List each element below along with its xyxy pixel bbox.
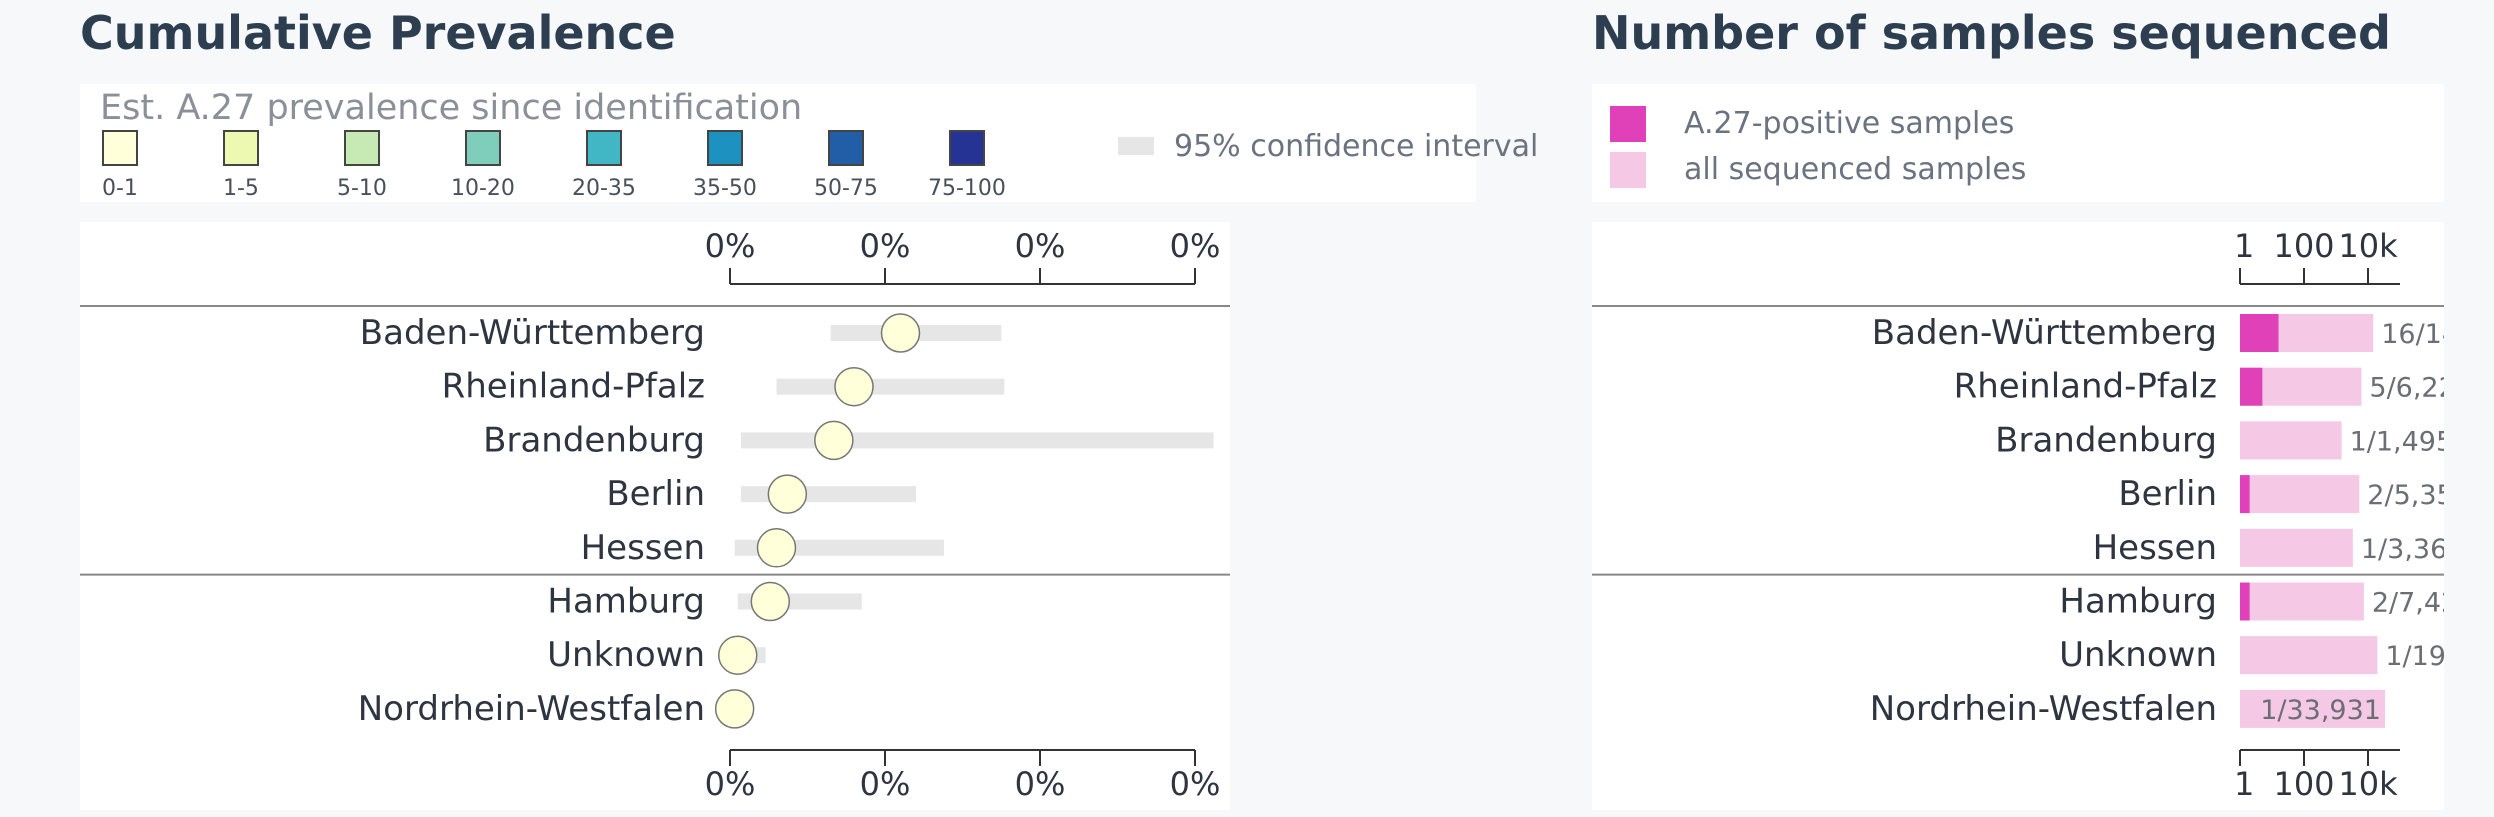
prevalence-point (814, 420, 854, 461)
category-label: Rheinland-Pfalz (1954, 367, 2217, 407)
category-label: Hessen (2093, 528, 2217, 568)
bin-label: 20-35 (572, 176, 636, 201)
bin-label: 75-100 (928, 176, 1006, 201)
x-tick-label: 0% (860, 227, 911, 265)
all-samples-label: all sequenced samples (1684, 152, 2027, 187)
bar-value-label: 1/1,495 (2350, 426, 2444, 457)
x-tick-label: 0% (1170, 765, 1221, 803)
samples-chart: 110010k110010kBaden-Württemberg16/14,562… (1592, 227, 2444, 803)
samples-legend: A.27-positive samples all sequenced samp… (1592, 84, 2444, 202)
bar-value-label: 5/6,22 (2369, 373, 2444, 404)
ci-bar (740, 486, 916, 503)
bin-swatch (949, 130, 985, 166)
bin-label: 5-10 (337, 176, 387, 201)
category-label: Baden-Württemberg (1872, 313, 2217, 353)
prevalence-point (756, 528, 797, 568)
left-chart-title: Cumulative Prevalence (80, 6, 676, 60)
samples-chart-panel: 110010k110010kBaden-Württemberg16/14,562… (1592, 222, 2444, 810)
category-label: Hamburg (2059, 582, 2217, 622)
positive-samples-bar (2240, 475, 2250, 514)
prevalence-legend-title: Est. A.27 prevalence since identificatio… (100, 88, 803, 128)
prevalence-point (718, 635, 758, 675)
bar-value-label: 1/3,365 (2361, 534, 2444, 565)
category-label: Berlin (606, 474, 705, 514)
x-tick-label: 0% (705, 765, 756, 803)
x-tick-label: 10k (2338, 765, 2398, 803)
ci-swatch (1118, 137, 1154, 155)
bin-label: 50-75 (814, 176, 878, 201)
prevalence-point (834, 366, 874, 407)
category-label: Hessen (581, 528, 705, 568)
x-tick-label: 100 (2273, 765, 2334, 803)
all-samples-swatch (1610, 152, 1646, 188)
bin-label: 10-20 (451, 176, 515, 201)
bin-swatch (465, 130, 501, 166)
ci-bar (776, 378, 1005, 395)
x-tick-label: 1 (2234, 765, 2254, 803)
x-tick-label: 0% (1015, 765, 1066, 803)
bin-label: 35-50 (693, 176, 757, 201)
category-label: Brandenburg (483, 420, 705, 460)
category-label: Rheinland-Pfalz (442, 367, 705, 407)
category-label: Baden-Württemberg (360, 313, 705, 353)
ci-bar (740, 432, 1214, 449)
bin-swatch (102, 130, 138, 166)
positive-samples-label: A.27-positive samples (1684, 106, 2015, 141)
category-label: Nordrhein-Westfalen (358, 689, 705, 729)
prevalence-chart: 0% 0% 0% 0% 0% 0% 0% 0% Baden-Württemberg Rheinla… (80, 227, 1230, 803)
positive-samples-bar (2240, 314, 2279, 352)
prevalence-point (714, 689, 755, 729)
all-samples-bar (2240, 636, 2378, 675)
bar-value-label: 2/5,35 (2367, 480, 2444, 511)
x-tick-label: 0% (860, 765, 911, 803)
bin-swatch (223, 130, 259, 166)
x-tick-label: 0% (1170, 227, 1221, 265)
category-label: Hamburg (547, 582, 705, 622)
prevalence-point (880, 313, 921, 353)
x-tick-label: 100 (2273, 227, 2334, 265)
all-samples-bar (2240, 475, 2360, 514)
category-label: Nordrhein-Westfalen (1870, 689, 2217, 729)
x-tick-label: 1 (2234, 227, 2254, 265)
category-label: Berlin (2118, 474, 2217, 514)
bin-label: 0-1 (102, 176, 138, 201)
bin-label: 1-5 (223, 176, 259, 201)
category-label: Unknown (547, 635, 705, 675)
all-samples-bar (2240, 528, 2353, 567)
all-samples-bar (2240, 421, 2342, 460)
bar-value-label: 1/33,931 (2260, 695, 2381, 726)
positive-samples-bar (2240, 582, 2250, 621)
prevalence-legend: Est. A.27 prevalence since identificatio… (80, 84, 1538, 202)
right-chart-title: Number of samples sequenced (1592, 6, 2391, 60)
bin-swatch (344, 130, 380, 166)
bar-value-label: 2/7,42 (2372, 588, 2444, 619)
all-samples-bar (2240, 582, 2364, 621)
bar-value-label: 1/19,558 (2385, 641, 2444, 672)
all-samples-bar (2240, 689, 2385, 728)
x-tick-label: 0% (1015, 227, 1066, 265)
prevalence-chart-panel: 0% 0% 0% 0% 0% 0% 0% 0% Baden-Württemberg Rheinla… (80, 222, 1230, 810)
positive-samples-swatch (1610, 106, 1646, 142)
bin-swatch (586, 130, 622, 166)
category-label: Brandenburg (1995, 420, 2217, 460)
prevalence-point (767, 474, 808, 514)
x-tick-label: 10k (2338, 227, 2398, 265)
bin-swatch (707, 130, 743, 166)
bar-value-label: 16/14,562 (2381, 319, 2444, 350)
category-label: Unknown (2059, 635, 2217, 675)
x-tick-label: 0% (705, 227, 756, 265)
positive-samples-bar (2240, 367, 2263, 406)
ci-legend-label: 95% confidence interval (1174, 129, 1539, 164)
prevalence-point (750, 581, 791, 622)
bin-swatch (828, 130, 864, 166)
